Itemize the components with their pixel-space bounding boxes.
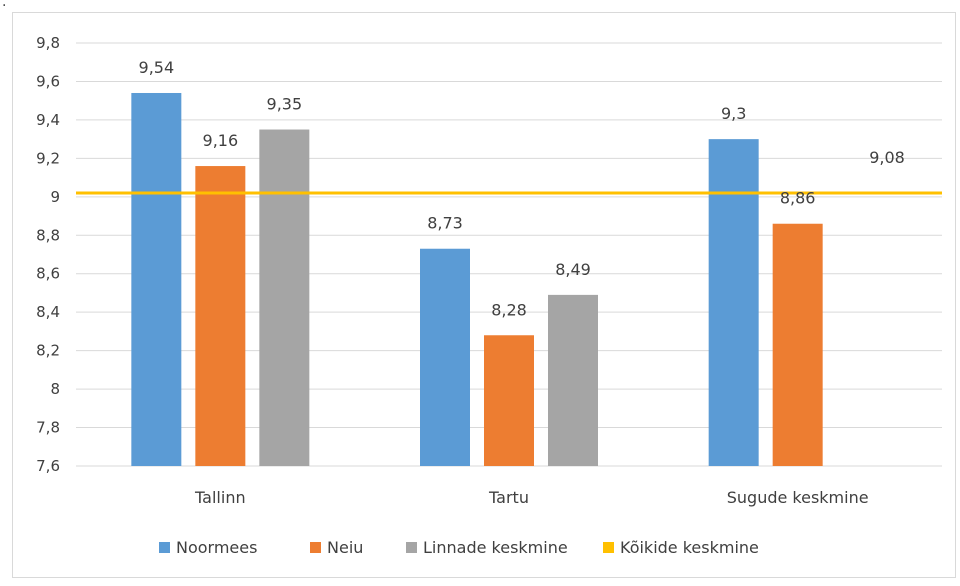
y-tick-label: 9,2 bbox=[36, 149, 60, 167]
data-label: 9,54 bbox=[139, 58, 175, 77]
legend: Noormees Neiu Linnade keskmine Kõikide kesk… bbox=[159, 538, 759, 557]
data-label: 9,35 bbox=[267, 95, 303, 114]
legend-label: Noormees bbox=[176, 538, 257, 557]
y-tick-label: 8,8 bbox=[36, 226, 60, 244]
reference-line-label: 9,08 bbox=[869, 148, 905, 167]
category-label: Sugude keskmine bbox=[727, 488, 869, 507]
y-tick-label: 8,6 bbox=[36, 265, 60, 283]
y-tick-label: 9 bbox=[50, 188, 60, 206]
legend-swatch bbox=[310, 542, 321, 553]
legend-swatch bbox=[406, 542, 417, 553]
category-label: Tallinn bbox=[194, 488, 246, 507]
bar bbox=[131, 92, 182, 466]
legend-label: Neiu bbox=[327, 538, 363, 557]
y-tick-label: 7,8 bbox=[36, 419, 60, 437]
data-label: 8,73 bbox=[427, 214, 463, 233]
x-axis-category-labels: Tallinn Tartu Sugude keskmine bbox=[194, 488, 869, 507]
y-tick-label: 8,4 bbox=[36, 303, 60, 321]
data-label: 9,16 bbox=[203, 131, 239, 150]
y-axis-tick-labels: 7,6 7,8 8 8,2 8,4 8,6 8,8 9 9,2 9,4 9,6 9,8 bbox=[36, 34, 60, 475]
category-label: Tartu bbox=[488, 488, 529, 507]
y-tick-label: 9,8 bbox=[36, 34, 60, 52]
bars bbox=[131, 92, 823, 467]
legend-label: Linnade keskmine bbox=[423, 538, 568, 557]
bar bbox=[195, 166, 246, 466]
data-label: 8,86 bbox=[780, 189, 816, 208]
legend-swatch bbox=[159, 542, 170, 553]
y-tick-label: 8 bbox=[50, 380, 60, 398]
y-tick-label: 9,4 bbox=[36, 111, 60, 129]
legend-swatch bbox=[603, 542, 614, 553]
y-tick-label: 9,6 bbox=[36, 72, 60, 90]
y-tick-label: 8,2 bbox=[36, 342, 60, 360]
chart-frame bbox=[12, 12, 956, 578]
data-label: 8,28 bbox=[491, 300, 527, 319]
y-tick-label: 7,6 bbox=[36, 457, 60, 475]
bar bbox=[708, 139, 759, 467]
bar bbox=[772, 223, 823, 466]
stray-mark: . bbox=[2, 0, 7, 10]
bar bbox=[420, 248, 470, 466]
data-labels: 9,54 9,16 9,35 8,73 8,28 8,49 9,3 8,86 9,08 bbox=[139, 58, 905, 319]
bar bbox=[484, 335, 534, 466]
data-label: 9,3 bbox=[721, 104, 746, 123]
bar bbox=[259, 129, 310, 467]
data-label: 8,49 bbox=[555, 260, 591, 279]
bar bbox=[548, 294, 598, 466]
legend-label: Kõikide keskmine bbox=[620, 538, 759, 557]
